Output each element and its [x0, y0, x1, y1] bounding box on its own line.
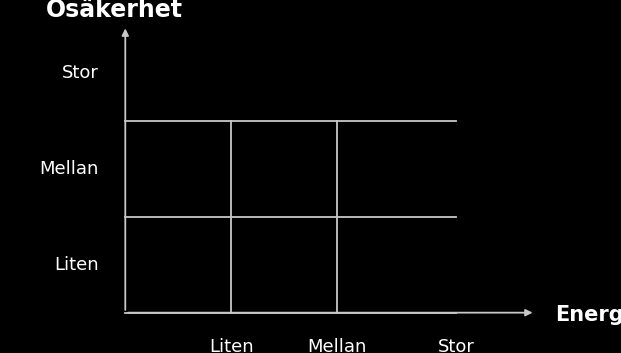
Text: Energipåverkan: Energipåverkan — [555, 301, 621, 325]
Text: Mellan: Mellan — [307, 339, 366, 353]
Text: Stor: Stor — [438, 339, 474, 353]
Text: Stor: Stor — [62, 65, 99, 83]
Text: Liten: Liten — [54, 256, 99, 274]
Text: Liten: Liten — [209, 339, 253, 353]
Text: Osäkerhet: Osäkerhet — [46, 0, 183, 22]
Text: Mellan: Mellan — [40, 160, 99, 178]
